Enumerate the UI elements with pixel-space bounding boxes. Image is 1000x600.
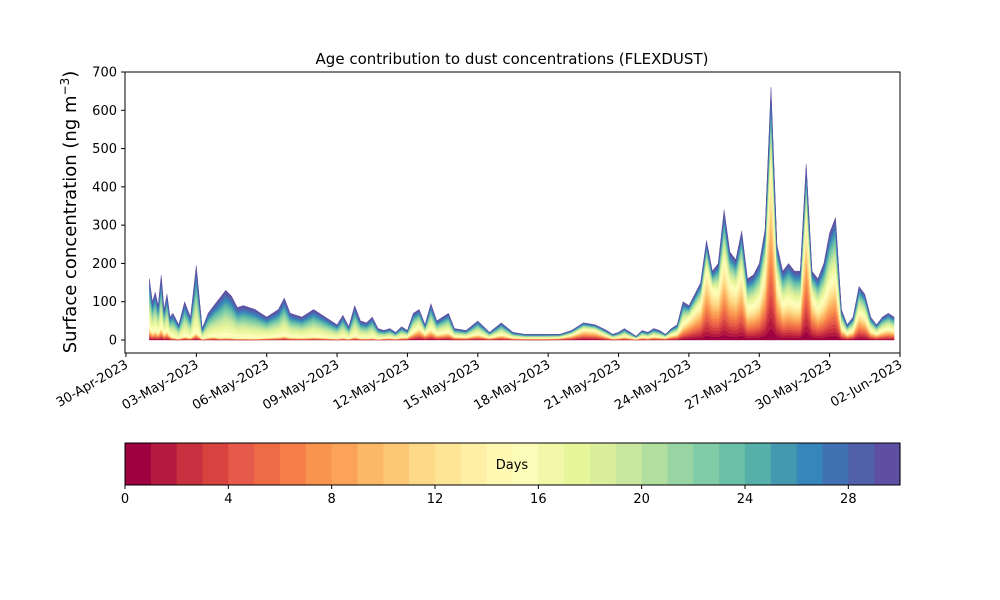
colorbar-tick-label: 8 — [328, 492, 336, 507]
colorbar-swatch — [796, 443, 824, 485]
y-tick-label: 300 — [92, 219, 117, 234]
colorbar-swatch — [305, 443, 333, 485]
colorbar-swatch — [770, 443, 798, 485]
x-tick-label: 30-Apr-2023 — [54, 357, 131, 410]
chart-title: Age contribution to dust concentrations … — [316, 50, 709, 68]
x-tick-label: 12-May-2023 — [331, 357, 413, 413]
x-tick-label: 03-May-2023 — [120, 357, 202, 413]
y-tick-label: 200 — [92, 257, 117, 272]
colorbar-swatch — [641, 443, 669, 485]
colorbar-swatch — [150, 443, 178, 485]
x-axis: 30-Apr-202303-May-202306-May-202309-May-… — [54, 353, 905, 413]
colorbar-swatch — [745, 443, 772, 485]
x-tick-label: 27-May-2023 — [683, 357, 765, 413]
colorbar-swatch — [512, 443, 539, 485]
x-tick-label: 24-May-2023 — [612, 357, 694, 413]
colorbar-swatch — [254, 443, 281, 485]
x-tick-label: 18-May-2023 — [471, 357, 553, 413]
colorbar-tick-label: 16 — [530, 492, 547, 507]
colorbar-tick-label: 4 — [224, 492, 232, 507]
colorbar-swatch — [383, 443, 410, 485]
y-tick-label: 600 — [92, 104, 117, 119]
colorbar-swatch — [409, 443, 436, 485]
y-axis-label: Surface concentration (ng m−3) — [58, 71, 81, 354]
colorbar-swatch — [435, 443, 462, 485]
colorbar-swatch — [331, 443, 359, 485]
plot-area — [149, 87, 895, 341]
colorbar-swatch — [202, 443, 229, 485]
y-tick-label: 500 — [92, 142, 117, 157]
colorbar-swatch — [564, 443, 591, 485]
colorbar-swatch — [538, 443, 565, 485]
colorbar-swatch — [176, 443, 204, 485]
colorbar-tick-label: 0 — [121, 492, 129, 507]
x-tick-label: 30-May-2023 — [753, 357, 835, 413]
age-layer-29 — [149, 87, 895, 337]
plot-frame — [124, 71, 901, 354]
y-tick-label: 700 — [92, 66, 117, 81]
colorbar-frame — [124, 442, 901, 486]
colorbar-swatch — [125, 443, 152, 485]
x-tick-label: 21-May-2023 — [542, 357, 624, 413]
colorbar-swatch — [693, 443, 720, 485]
y-axis-label-superscript: −3 — [58, 78, 72, 96]
colorbar-tick-label: 24 — [737, 492, 754, 507]
colorbar-swatch — [228, 443, 255, 485]
x-tick-label: 02-Jun-2023 — [828, 357, 905, 410]
y-axis-label-text: Surface concentration (ng m — [60, 95, 81, 353]
colorbar-tick-label: 28 — [840, 492, 857, 507]
colorbar-swatch — [822, 443, 849, 485]
colorbar-swatch — [590, 443, 617, 485]
colorbar-swatch — [719, 443, 746, 485]
colorbar-swatch — [667, 443, 694, 485]
colorbar-ticks: 0 4 8 12 16 20 24 28 — [121, 485, 857, 507]
y-tick-label: 0 — [109, 334, 117, 349]
colorbar — [125, 443, 901, 485]
colorbar-swatch — [615, 443, 643, 485]
y-tick-label: 100 — [92, 295, 117, 310]
y-axis-label-close: ) — [60, 71, 81, 78]
y-tick-label: 400 — [92, 180, 117, 195]
colorbar-tick-label: 12 — [427, 492, 444, 507]
x-tick-label: 15-May-2023 — [401, 357, 483, 413]
colorbar-tick-label: 20 — [633, 492, 650, 507]
colorbar-swatch — [460, 443, 488, 485]
x-tick-label: 09-May-2023 — [260, 357, 342, 413]
colorbar-swatch — [874, 443, 901, 485]
colorbar-swatch — [280, 443, 307, 485]
colorbar-swatch — [357, 443, 384, 485]
colorbar-label: Days — [496, 458, 529, 473]
y-axis: 0 100 200 300 400 500 600 700 — [92, 66, 125, 349]
x-tick-label: 06-May-2023 — [190, 357, 272, 413]
colorbar-swatch — [486, 443, 514, 485]
colorbar-swatch — [848, 443, 875, 485]
